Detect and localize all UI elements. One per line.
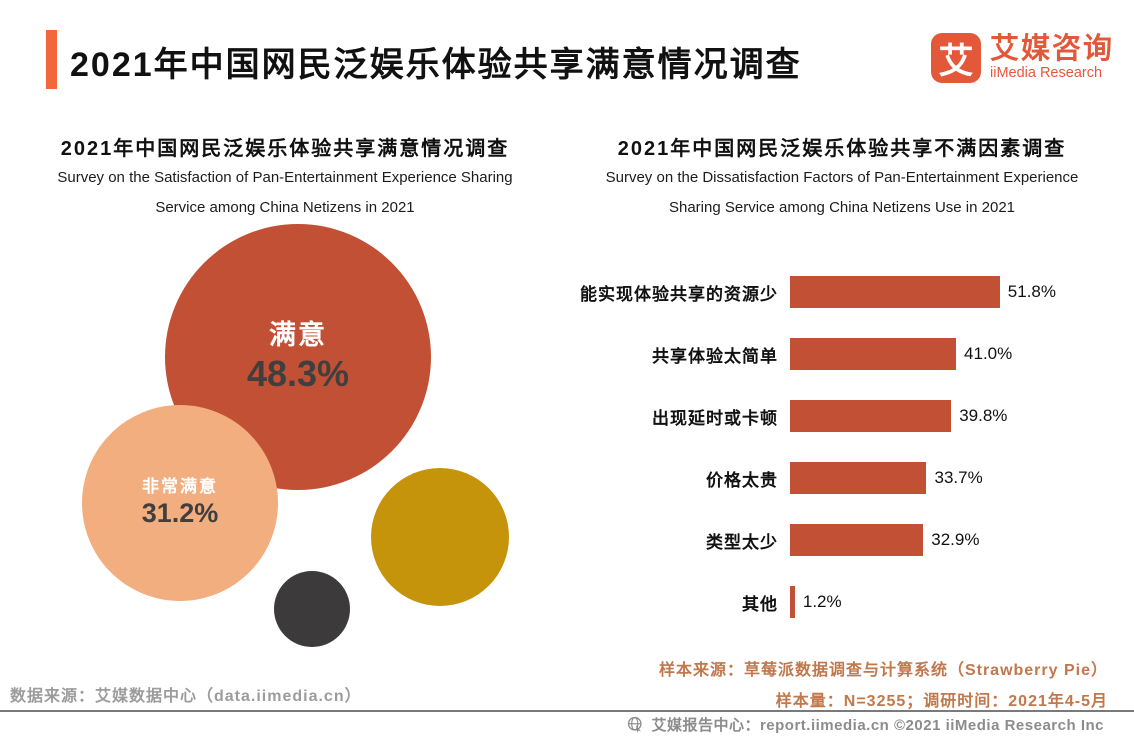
logo-name-cn: 艾媒咨询 [990, 33, 1115, 65]
bubble-unlabeled-2 [371, 468, 509, 606]
bar [790, 276, 1000, 308]
bubble-非常满意: 非常满意 31.2% [82, 405, 278, 601]
sample-info-line: 样本量：N=3255；调研时间：2021年4-5月 [775, 693, 1108, 710]
bar-row: 出现延时或卡顿 39.8% [565, 385, 1125, 447]
bubble-value: 48.3% [246, 353, 350, 395]
bar-category-label: 共享体验太简单 [652, 346, 778, 366]
logo-text: 艾媒咨询 iiMedia Research [990, 34, 1114, 82]
bar-value-label: 1.2% [802, 592, 842, 611]
bar-value-label: 33.7% [934, 468, 983, 487]
bar-row: 其他 1.2% [565, 571, 1125, 633]
bubble-value: 31.2% [141, 498, 219, 529]
bar-row: 价格太贵 33.7% [565, 447, 1125, 509]
bar-row: 能实现体验共享的资源少 51.8% [565, 261, 1125, 323]
right-chart-title: 2021年中国网民泛娱乐体验共享不满因素调查 [617, 138, 1067, 160]
bubble-label: 非常满意 [142, 477, 218, 497]
right-chart-subtitle-line2: Sharing Service among China Netizens Use… [668, 199, 1016, 216]
footer: 艾媒报告中心：report.iimedia.cn ©2021 iiMedia R… [0, 710, 1134, 737]
logo-name-en: iiMedia Research [990, 65, 1103, 81]
page-title: 2021年中国网民泛娱乐体验共享满意情况调查 [70, 46, 802, 84]
data-source-note: 数据来源：艾媒数据中心（data.iimedia.cn） [10, 688, 362, 705]
bar [790, 586, 795, 618]
left-chart-subtitle-line2: Service among China Netizens in 2021 [155, 199, 415, 216]
bar-category-label: 出现延时或卡顿 [652, 408, 778, 428]
iimedia-logo-icon: 艾 [931, 33, 981, 83]
bar-category-label: 价格太贵 [706, 470, 778, 490]
footer-text: 艾媒报告中心：report.iimedia.cn ©2021 iiMedia R… [651, 717, 1104, 734]
right-chart-subtitle-line1: Survey on the Dissatisfaction Factors of… [605, 169, 1079, 186]
right-chart-subtitle: Survey on the Dissatisfaction Factors of… [560, 163, 1124, 223]
sample-source-line: 样本来源：草莓派数据调查与计算系统（Strawberry Pie） [658, 662, 1108, 679]
bar-row: 共享体验太简单 41.0% [565, 323, 1125, 385]
bubble-label: 满意 [269, 319, 327, 350]
bar-category-label: 其他 [742, 594, 778, 614]
bar [790, 338, 957, 370]
bar-value-label: 39.8% [959, 406, 1008, 425]
bar-row: 类型太少 32.9% [565, 509, 1125, 571]
left-chart-title: 2021年中国网民泛娱乐体验共享满意情况调查 [60, 138, 510, 160]
bar [790, 400, 952, 432]
bubble-chart: 满意 48.3% 非常满意 31.2% [0, 0, 567, 660]
left-chart-subtitle: Survey on the Satisfaction of Pan-Entert… [20, 163, 550, 223]
bar [790, 524, 924, 556]
bar-value-label: 41.0% [964, 344, 1013, 363]
title-accent-bar [46, 30, 57, 89]
iimedia-logo: 艾 艾媒咨询 iiMedia Research [931, 33, 1114, 83]
bar [790, 462, 927, 494]
bar-category-label: 能实现体验共享的资源少 [580, 284, 778, 304]
bar-value-label: 32.9% [931, 530, 980, 549]
bubble-unlabeled-3 [274, 571, 350, 647]
sample-source-note: 样本来源：草莓派数据调查与计算系统（Strawberry Pie） 样本量：N=… [659, 655, 1108, 717]
bar-category-label: 类型太少 [706, 532, 778, 552]
bar-chart: 能实现体验共享的资源少 51.8% 共享体验太简单 41.0% 出现延时或卡顿 39.8%… [565, 261, 1125, 633]
globe-cursor-icon [627, 716, 644, 733]
left-chart-subtitle-line1: Survey on the Satisfaction of Pan-Entert… [57, 169, 513, 186]
bar-value-label: 51.8% [1007, 282, 1056, 301]
